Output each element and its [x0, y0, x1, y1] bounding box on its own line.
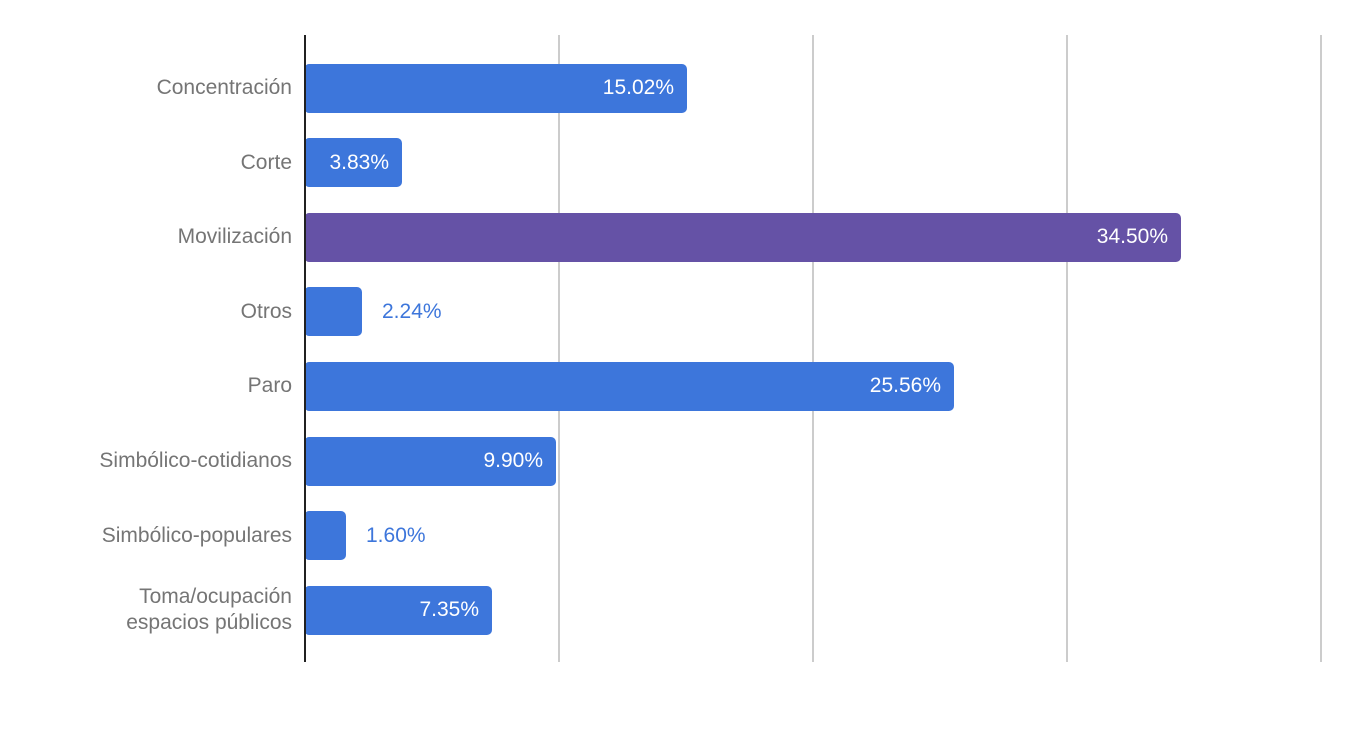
- category-label: Otros: [240, 299, 292, 323]
- value-label: 34.50%: [1096, 225, 1168, 249]
- value-label: 25.56%: [869, 374, 941, 398]
- bar[interactable]: [305, 511, 346, 561]
- category-label: Simbólico-populares: [101, 523, 292, 547]
- value-label: 2.24%: [382, 299, 442, 323]
- bar[interactable]: [305, 361, 954, 411]
- category-label: Toma/ocupación espacios públicos: [126, 585, 292, 635]
- category-label: Movilización: [177, 225, 292, 249]
- y-axis-line: [304, 35, 306, 662]
- gridline-30: [1066, 35, 1068, 662]
- category-label: Paro: [247, 374, 292, 398]
- bar[interactable]: [305, 436, 556, 486]
- value-label: 1.60%: [366, 523, 426, 547]
- bar[interactable]: [305, 585, 492, 635]
- category-label: Concentración: [156, 76, 292, 99]
- value-label: 15.02%: [602, 76, 674, 99]
- bar[interactable]: [305, 138, 402, 188]
- value-label: 9.90%: [483, 449, 543, 472]
- bar[interactable]: [305, 287, 362, 337]
- category-label: Corte: [240, 150, 292, 174]
- value-label: 3.83%: [329, 150, 389, 174]
- gridline-10: [558, 35, 560, 662]
- bar[interactable]: [305, 63, 687, 113]
- category-label: Simbólico-cotidianos: [99, 449, 292, 472]
- value-label: 7.35%: [419, 598, 479, 622]
- gridline-20: [812, 35, 814, 662]
- gridline-40: [1320, 35, 1322, 662]
- bar[interactable]: [305, 212, 1181, 262]
